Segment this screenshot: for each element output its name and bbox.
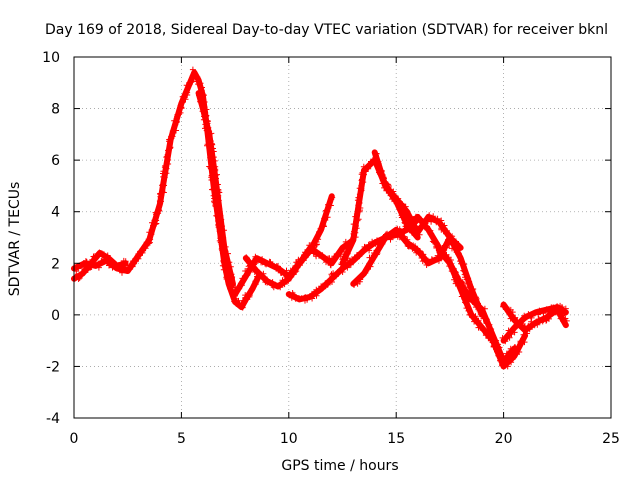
series-line: [285, 216, 421, 303]
x-tick-label: 0: [70, 431, 79, 447]
x-tick-label: 25: [602, 431, 620, 447]
y-axis-label: SDTVAR / TECUs: [7, 182, 23, 297]
plot-frame: [73, 56, 612, 419]
series-markers: [71, 249, 129, 282]
y-tick-label: -2: [46, 359, 60, 375]
y-tick-label: 4: [51, 205, 60, 221]
series-sat-track-3: [195, 90, 236, 287]
x-tick-label: 10: [280, 431, 298, 447]
x-tick-label: 15: [387, 431, 405, 447]
y-tick-label: 6: [51, 153, 60, 169]
series-sat-track-9: [371, 149, 486, 319]
series-markers: [500, 303, 570, 337]
x-tick-label: 5: [177, 431, 186, 447]
y-tick-labels: -4 -2 0 2 4 6 8 10: [42, 50, 60, 427]
series-sat-track-11: [434, 244, 529, 370]
y-tick-label: 8: [51, 102, 60, 118]
y-tick-label: 0: [51, 308, 60, 324]
y-tick-label: -4: [46, 411, 60, 427]
y-tick-label: 10: [42, 50, 60, 66]
series-sat-track-2: [71, 249, 129, 282]
grid: [74, 57, 611, 418]
data-traces: [71, 66, 570, 370]
series-sat-track-5: [242, 235, 357, 291]
axis-ticks: [73, 56, 612, 419]
y-tick-label: 2: [51, 256, 60, 272]
x-tick-label: 20: [495, 431, 513, 447]
series-line: [371, 149, 486, 318]
series-markers: [351, 225, 462, 288]
series-markers: [243, 235, 357, 291]
series-markers: [434, 244, 528, 370]
series-sat-track-13: [500, 301, 570, 337]
series-markers: [196, 92, 236, 282]
chart-title: Day 169 of 2018, Sidereal Day-to-day VTE…: [45, 22, 608, 38]
x-tick-labels: 0 5 10 15 20 25: [70, 431, 620, 447]
x-axis-label: GPS time / hours: [281, 458, 398, 474]
